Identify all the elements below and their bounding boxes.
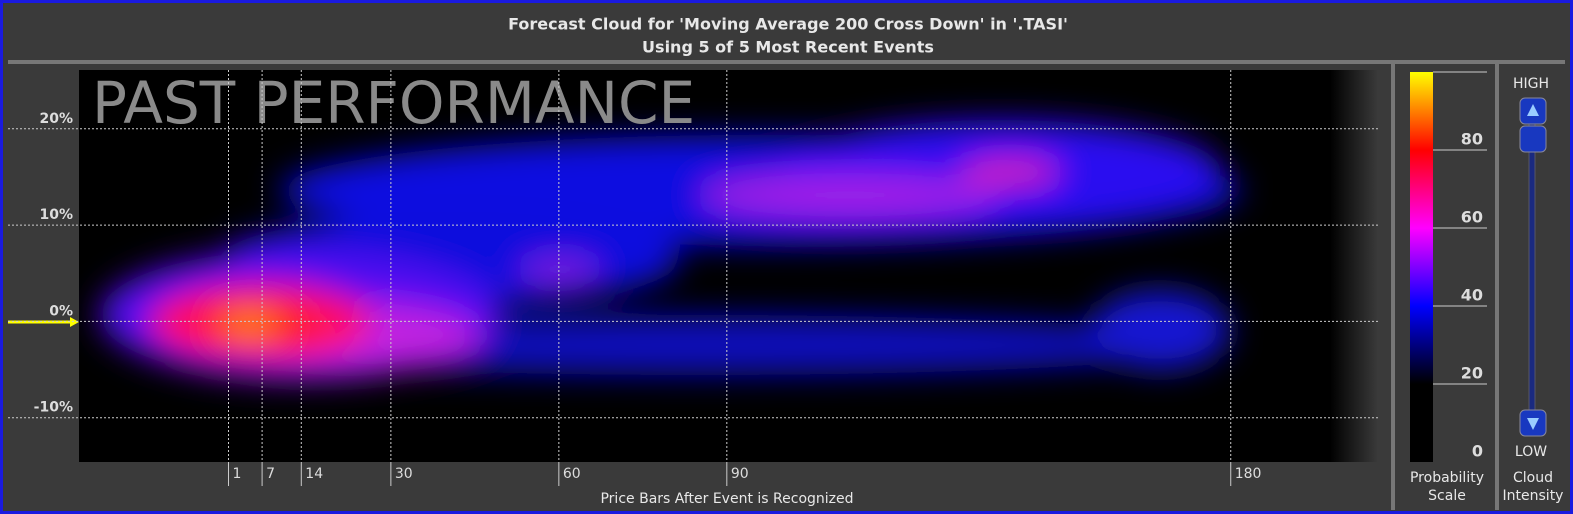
fade <box>1330 70 1378 462</box>
y-tick-label: 0% <box>49 303 73 319</box>
y-tick-label: 20% <box>39 111 73 127</box>
colorbar-tick-label: 60 <box>1461 208 1483 227</box>
colorbar-tick-label: 80 <box>1461 130 1483 149</box>
cloud <box>100 120 1240 380</box>
slider-label: Cloud <box>1513 470 1553 486</box>
x-axis-label: Price Bars After Event is Recognized <box>600 491 853 507</box>
y-tick-label: -10% <box>34 400 73 416</box>
y-tick-label: 10% <box>39 207 73 223</box>
x-tick-label: 14 <box>305 466 323 482</box>
slider-down-icon <box>1527 418 1539 430</box>
colorbar-label: Scale <box>1428 488 1466 504</box>
chart-title: Forecast Cloud for 'Moving Average 200 C… <box>508 15 1068 34</box>
slider-thumb[interactable] <box>1519 125 1547 153</box>
x-tick-label: 7 <box>266 466 275 482</box>
x-tick-label: 90 <box>731 466 749 482</box>
slider-low: LOW <box>1515 444 1547 460</box>
colorbar <box>1410 72 1433 462</box>
slider-high: HIGH <box>1513 76 1549 92</box>
slider-label: Intensity <box>1503 488 1564 504</box>
x-tick-label: 60 <box>563 466 581 482</box>
x-tick-label: 1 <box>232 466 241 482</box>
colorbar-label: Probability <box>1410 470 1484 486</box>
x-tick-label: 180 <box>1235 466 1262 482</box>
zero-arrow-head <box>70 317 79 327</box>
x-tick-label: 30 <box>395 466 413 482</box>
watermark: PAST PERFORMANCE <box>92 69 695 137</box>
chart-subtitle: Using 5 of 5 Most Recent Events <box>642 38 934 57</box>
colorbar-tick-label: 0 <box>1472 442 1483 461</box>
colorbar-tick-label: 40 <box>1461 286 1483 305</box>
slider-up-icon <box>1527 104 1539 116</box>
colorbar-tick-label: 20 <box>1461 364 1483 383</box>
